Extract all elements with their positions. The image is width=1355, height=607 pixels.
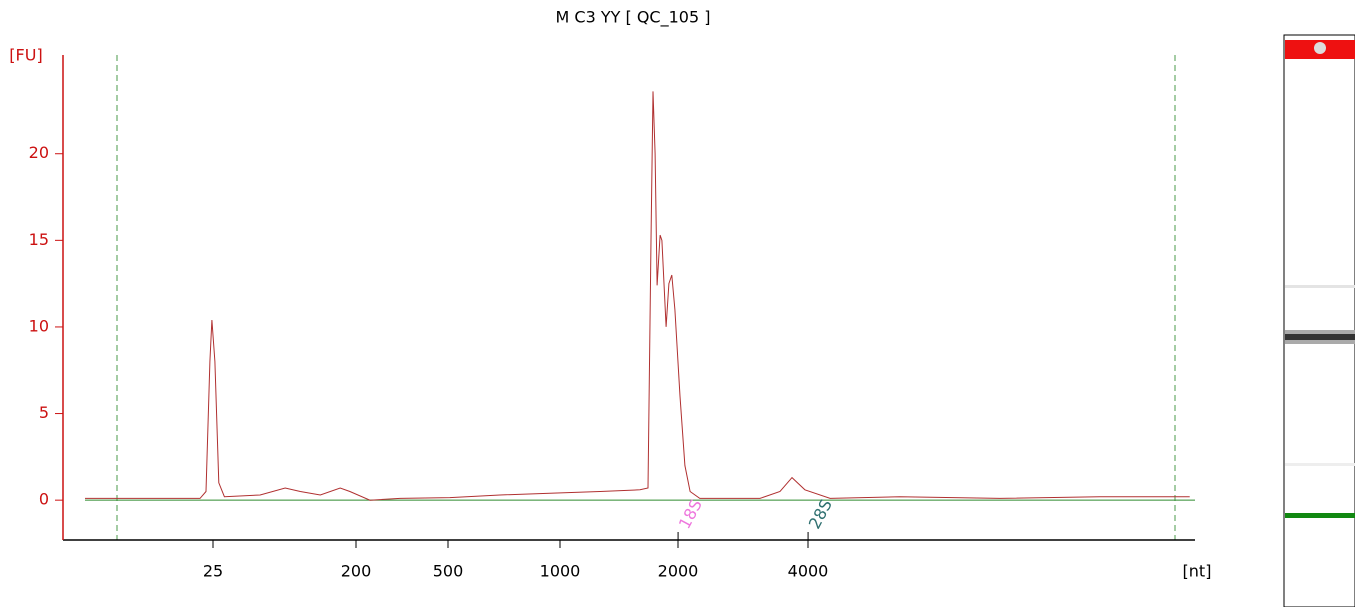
x-tick-label: 4000 <box>788 562 829 581</box>
trace <box>85 91 1190 501</box>
y-tick-label: 5 <box>39 403 49 422</box>
gel-band <box>1285 334 1355 340</box>
x-tick-label: 500 <box>433 562 464 581</box>
chart-title: M C3 YY [ QC_105 ] <box>556 8 711 28</box>
x-tick-label: 1000 <box>540 562 581 581</box>
y-tick-label: 15 <box>29 230 49 249</box>
y-axis-label: [FU] <box>9 46 42 65</box>
y-tick-label: 20 <box>29 143 49 162</box>
x-tick-label: 200 <box>341 562 372 581</box>
gel-marker-band <box>1285 513 1355 518</box>
x-tick-label: 25 <box>203 562 223 581</box>
gel-band <box>1285 285 1355 288</box>
x-tick-label: 2000 <box>658 562 699 581</box>
gel-well <box>1314 42 1326 54</box>
x-axis-label: [nt] <box>1183 562 1212 581</box>
gel-band <box>1285 463 1355 466</box>
gel-frame <box>1283 34 1355 607</box>
y-tick-label: 10 <box>29 316 49 335</box>
annotation: 28S <box>805 496 836 532</box>
y-tick-label: 0 <box>39 490 49 509</box>
gel-lane <box>1283 34 1355 607</box>
annotation: 18S <box>675 496 706 532</box>
